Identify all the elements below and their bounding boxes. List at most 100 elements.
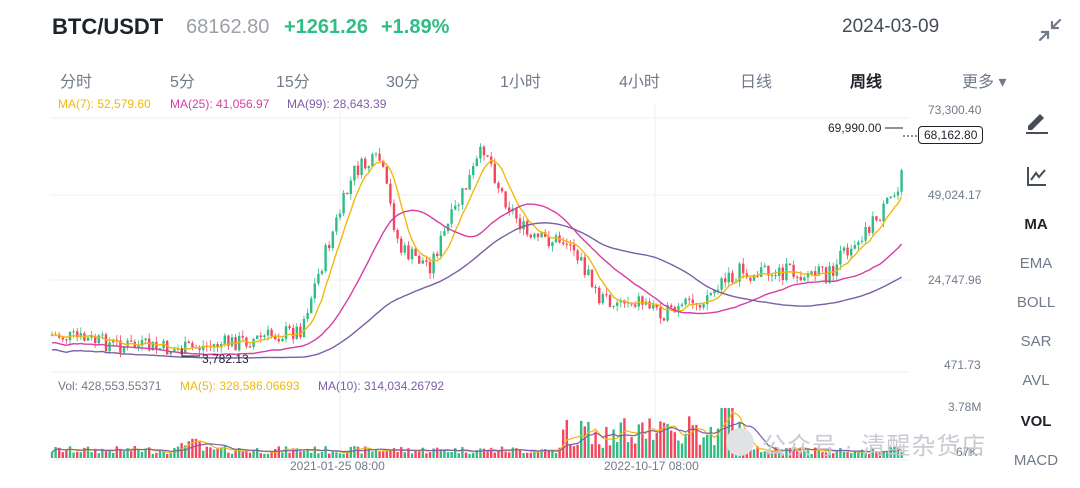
- candle-body: [464, 188, 468, 190]
- volume-bar: [716, 428, 720, 458]
- volume-bar: [547, 449, 550, 458]
- candle-body: [576, 250, 579, 261]
- indicator-ma[interactable]: MA: [1024, 216, 1048, 233]
- kline-chart[interactable]: [0, 0, 1000, 488]
- volume-bar: [868, 453, 871, 458]
- pencil-icon[interactable]: [1024, 110, 1050, 136]
- candle-body: [846, 247, 849, 256]
- volume-bar: [497, 451, 500, 458]
- volume-bar: [882, 451, 885, 458]
- candle-body: [612, 305, 615, 307]
- tab-15m[interactable]: 15分: [276, 74, 310, 91]
- volume-bar: [443, 450, 446, 458]
- candle-body: [72, 331, 75, 333]
- tab-1min-line[interactable]: 分时: [60, 74, 93, 91]
- volume-bar: [626, 442, 630, 458]
- volume-legend: Vol: 428,553.55371: [58, 379, 162, 393]
- candle-body: [893, 195, 896, 197]
- candle-body: [367, 166, 370, 169]
- candle-body: [648, 301, 651, 309]
- volume-bar: [763, 451, 766, 458]
- candle-body: [713, 290, 716, 294]
- indicator-macd[interactable]: MACD: [1013, 452, 1059, 469]
- tab-more[interactable]: 更多 ▾: [962, 74, 1007, 91]
- volume-bars: [50, 408, 903, 458]
- watermark-text: 公众号 · 清醒杂货店: [762, 433, 987, 460]
- volume-bar: [900, 452, 903, 458]
- candle-body: [61, 337, 64, 340]
- candle-body: [414, 248, 417, 256]
- volume-bar: [666, 423, 669, 458]
- pair-title[interactable]: BTC/USDT: [52, 14, 164, 39]
- candle-body: [169, 351, 172, 355]
- volume-bar: [785, 447, 788, 458]
- volume-bar: [346, 451, 349, 458]
- tab-5m[interactable]: 5分: [170, 74, 195, 91]
- candle-body: [886, 197, 889, 204]
- candle-body: [889, 196, 892, 198]
- candle-body: [346, 192, 349, 194]
- candle-body: [241, 335, 244, 338]
- price-change-percent: +1.89%: [381, 16, 450, 38]
- candle-body: [392, 203, 396, 231]
- volume-bar: [364, 446, 367, 458]
- candle-body: [572, 244, 576, 251]
- volume-bar: [893, 446, 896, 458]
- volume-bar: [774, 447, 777, 458]
- volume-bar: [864, 452, 867, 458]
- candle-body: [763, 265, 766, 268]
- indicator-ema[interactable]: EMA: [1019, 255, 1053, 272]
- volume-bar: [86, 446, 90, 458]
- volume-bar: [191, 438, 194, 458]
- volume-bar: [61, 452, 64, 458]
- indicator-boll[interactable]: BOLL: [1016, 294, 1056, 311]
- volume-bar: [691, 425, 694, 458]
- tab-1d[interactable]: 日线: [740, 74, 773, 91]
- candle-body: [742, 263, 745, 274]
- candle-body: [230, 337, 234, 346]
- candle-body: [878, 220, 882, 222]
- candle-body: [850, 248, 853, 256]
- candle-body: [112, 339, 115, 343]
- volume-bar: [875, 452, 878, 458]
- ma25-legend: MA(25): 41,056.97: [170, 97, 270, 111]
- indicator-avl[interactable]: AVL: [1022, 372, 1050, 389]
- volume-bar: [817, 449, 820, 458]
- tab-1h[interactable]: 1小时: [500, 74, 541, 91]
- volume-bar: [529, 452, 532, 458]
- candle-body: [598, 287, 601, 304]
- tab-4h[interactable]: 4小时: [619, 74, 660, 91]
- volume-bar: [461, 447, 464, 458]
- volume-bar: [839, 447, 842, 458]
- volume-bar: [295, 448, 298, 458]
- volume-bar: [148, 447, 151, 458]
- volume-bar: [389, 449, 392, 458]
- candle-body: [277, 339, 280, 342]
- volume-bar: [562, 429, 565, 458]
- volume-bar: [598, 444, 601, 458]
- collapse-icon[interactable]: [1036, 16, 1064, 44]
- indicator-sar[interactable]: SAR: [1020, 333, 1052, 350]
- chart-indicator-icon[interactable]: [1024, 163, 1050, 189]
- volume-bar: [770, 451, 774, 458]
- volume-bar: [76, 451, 79, 458]
- candle-body: [731, 272, 734, 283]
- candle-body: [792, 264, 795, 277]
- volume-bar: [194, 438, 198, 458]
- candle-body: [364, 158, 367, 169]
- volume-bar: [428, 452, 432, 458]
- candle-body: [544, 232, 547, 237]
- volume-bar: [256, 448, 259, 458]
- candle-body: [554, 235, 558, 243]
- tab-1w[interactable]: 周线: [850, 74, 883, 91]
- volume-bar: [695, 424, 698, 458]
- candle-body: [853, 245, 856, 249]
- candle-body: [256, 335, 259, 340]
- volume-bar: [436, 447, 439, 458]
- candle-body: [472, 166, 475, 176]
- tab-30m[interactable]: 30分: [386, 74, 420, 91]
- candle-body: [698, 304, 702, 308]
- candle-body: [299, 326, 302, 338]
- indicator-vol[interactable]: VOL: [1020, 413, 1052, 430]
- candle-body: [745, 273, 748, 278]
